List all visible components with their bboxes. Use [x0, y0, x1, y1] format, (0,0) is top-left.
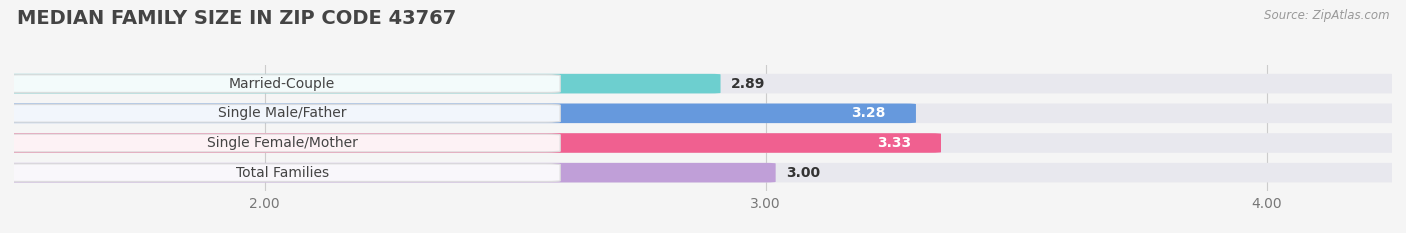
FancyBboxPatch shape [4, 163, 776, 182]
Text: 3.00: 3.00 [786, 166, 820, 180]
FancyBboxPatch shape [4, 103, 1402, 123]
FancyBboxPatch shape [4, 164, 560, 182]
Text: 3.33: 3.33 [877, 136, 911, 150]
FancyBboxPatch shape [4, 163, 1402, 182]
Text: Married-Couple: Married-Couple [229, 77, 335, 91]
FancyBboxPatch shape [4, 75, 560, 93]
FancyBboxPatch shape [4, 103, 915, 123]
FancyBboxPatch shape [4, 133, 941, 153]
FancyBboxPatch shape [4, 74, 720, 93]
Text: Source: ZipAtlas.com: Source: ZipAtlas.com [1264, 9, 1389, 22]
FancyBboxPatch shape [4, 134, 560, 152]
Text: Single Male/Father: Single Male/Father [218, 106, 346, 120]
Text: Single Female/Mother: Single Female/Mother [207, 136, 357, 150]
FancyBboxPatch shape [4, 104, 560, 122]
Text: 2.89: 2.89 [731, 77, 765, 91]
Text: Total Families: Total Families [236, 166, 329, 180]
Text: 3.28: 3.28 [852, 106, 886, 120]
FancyBboxPatch shape [4, 133, 1402, 153]
Text: MEDIAN FAMILY SIZE IN ZIP CODE 43767: MEDIAN FAMILY SIZE IN ZIP CODE 43767 [17, 9, 456, 28]
FancyBboxPatch shape [4, 74, 1402, 93]
